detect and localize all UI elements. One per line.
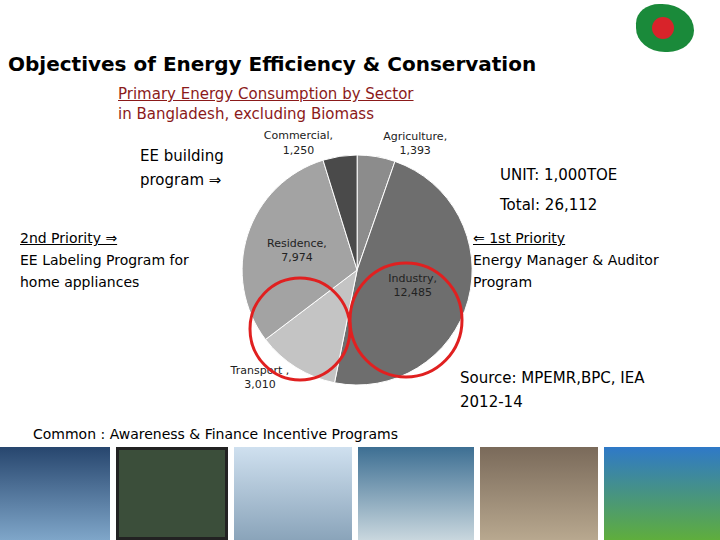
html-text:Source: MPEMR,BPC, IEA: Source: MPEMR,BPC, IEA (460, 369, 645, 387)
html-text:Total: 26,112: Total: 26,112 (500, 196, 598, 214)
html-text:Objectives of Energy Efficienc: Objectives of Energy Efficiency & Conser… (8, 52, 537, 76)
html-text:EE Labeling Program for: EE Labeling Program for (20, 252, 189, 268)
html-text:Common : Awareness & Finance I: Common : Awareness & Finance Incentive P… (33, 426, 398, 442)
svg-text:Commercial,1,250: Commercial,1,250 (264, 129, 333, 156)
html-text:Primary Energy Consumption by: Primary Energy Consumption by Sector (118, 85, 414, 103)
html-text:in Bangladesh, excluding Bioma: in Bangladesh, excluding Biomass (118, 105, 374, 123)
svg-text:Residence,7,974: Residence,7,974 (267, 237, 327, 264)
html-text:EE building program ⇒: EE building program ⇒ (140, 147, 224, 189)
html-text:2012-14: 2012-14 (460, 393, 523, 411)
svg-text:Transport ,3,010: Transport ,3,010 (230, 364, 290, 391)
html-text:Program: Program (473, 274, 533, 290)
html-text:2nd Priority ⇒: 2nd Priority ⇒ (20, 230, 118, 246)
html-text:⇐ 1st Priority: ⇐ 1st Priority (473, 230, 566, 246)
svg-text:Industry,12,485: Industry,12,485 (388, 272, 437, 299)
html-text:UNIT: 1,000TOE: UNIT: 1,000TOE (500, 166, 618, 184)
svg-text:Agriculture,1,393: Agriculture,1,393 (383, 130, 447, 157)
html-text:home appliances: home appliances (20, 274, 140, 290)
html-text:Energy Manager & Auditor: Energy Manager & Auditor (473, 252, 659, 268)
